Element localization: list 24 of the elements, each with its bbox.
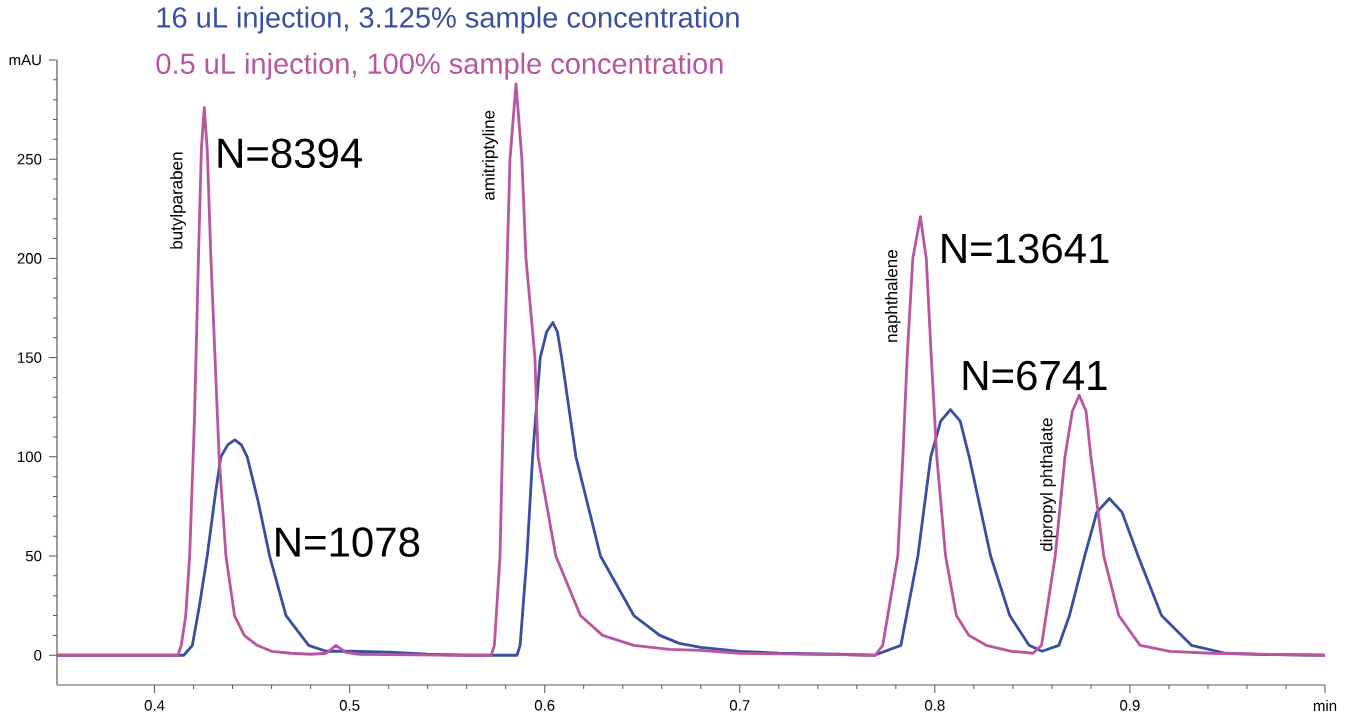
series-label: 0.5 uL injection, 100% sample concentration bbox=[156, 52, 723, 80]
annotation: N=1078 bbox=[276, 527, 420, 557]
annotation: N=13641 bbox=[942, 233, 1109, 264]
x-tick-label: min bbox=[1313, 700, 1337, 711]
x-tick-label: 0.6 bbox=[534, 700, 555, 711]
y-tick-label: mAU bbox=[9, 54, 41, 66]
y-tick-label: 0 bbox=[34, 649, 42, 661]
annotation: dipropyl phthalate bbox=[1040, 418, 1056, 551]
x-tick-label: 0.9 bbox=[1120, 700, 1140, 711]
x-tick-label: 0.4 bbox=[144, 700, 165, 711]
y-tick-label: 200 bbox=[17, 253, 42, 264]
x-tick-label: 0.5 bbox=[339, 700, 360, 711]
y-tick-label: 250 bbox=[17, 153, 42, 165]
text: 16 uL injection, 3.125% sample concentration bbox=[157, 6, 739, 34]
annotation: N=8394 bbox=[218, 138, 363, 169]
y-tick-label: 150 bbox=[18, 352, 42, 363]
x-tick-label: 0.8 bbox=[925, 700, 945, 711]
annotation: butylparaben bbox=[170, 152, 186, 249]
y-tick-label: 100 bbox=[18, 451, 42, 463]
annotation: amitriptyline bbox=[482, 110, 498, 200]
x-tick-label: 0.7 bbox=[729, 700, 750, 711]
annotation: N=6741 bbox=[963, 360, 1107, 391]
annotation: naphthalene bbox=[884, 250, 901, 342]
y-tick-label: 50 bbox=[25, 550, 42, 562]
